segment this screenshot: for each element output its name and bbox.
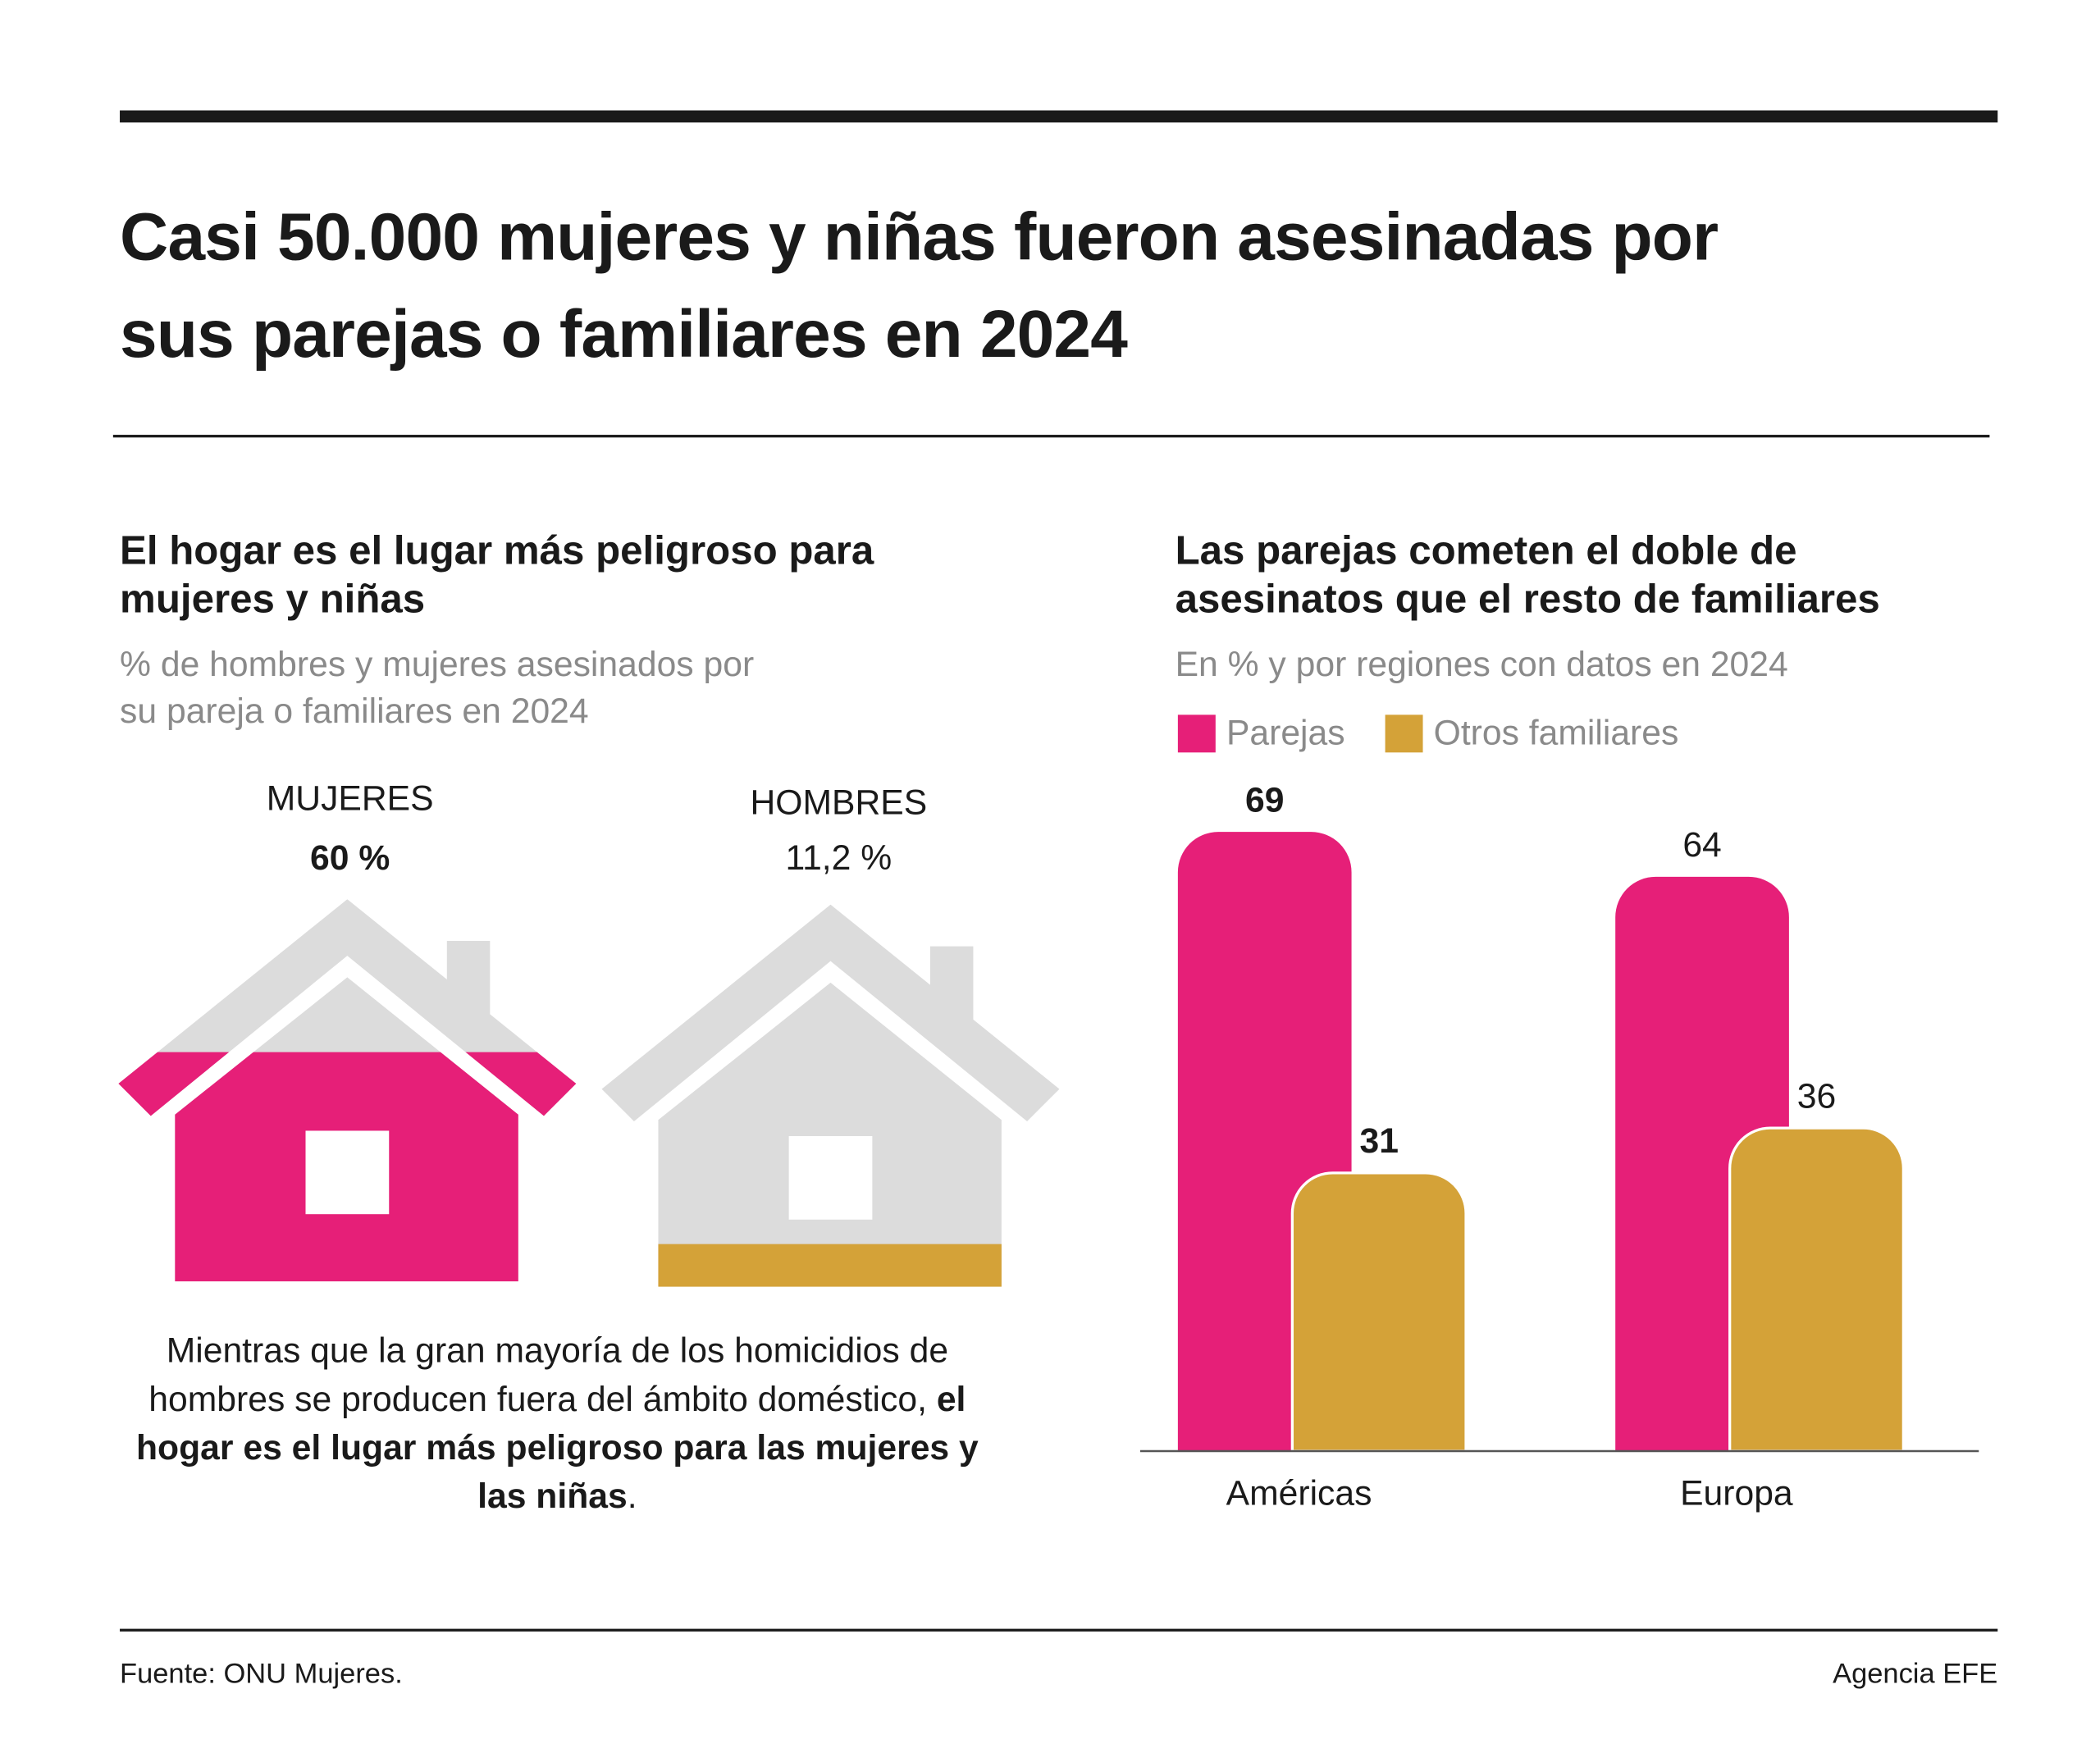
value-label: 64 [1682,825,1721,865]
value-label: 11,2 % [786,838,892,878]
credit: Agencia EFE [1833,1658,1998,1690]
title-rule [112,435,1990,438]
category-label: HOMBRES [750,783,927,823]
legend-label: Parejas [1226,713,1345,752]
note-text: Mientras que la gran mayoría de los homi… [148,1330,949,1419]
category-label: MUJERES [267,779,434,819]
value-label: 69 [1245,780,1284,819]
x-tick-label: Europa [1680,1473,1793,1513]
chart-title: El hogar es el lugar más peligroso para … [120,528,874,623]
note-highlight: el hogar es el lugar más peligroso para … [135,1378,979,1516]
chart-title: Las parejas cometen el doble de asesinat… [1175,528,1880,623]
window [305,1130,390,1215]
legend-swatch [1385,714,1423,753]
house-fill [601,1244,1060,1287]
legend-label: Otros familiares [1434,713,1679,752]
bar [1728,1126,1906,1453]
note-text: . [627,1475,637,1516]
legend-swatch [1177,714,1216,753]
bar [1290,1171,1468,1453]
top-bar [120,110,1998,123]
footer-rule [120,1628,1998,1632]
value-label: 60 % [310,838,390,878]
value-label: 36 [1797,1076,1836,1116]
house [601,904,1060,1287]
title: Casi 50.000 mujeres y niñas fueron asesi… [120,199,1719,372]
chart-subtitle: % de hombres y mujeres asesinados por su… [120,643,755,732]
chart-subtitle: En % y por regiones con datos en 2024 [1175,643,1788,684]
house-base [601,904,1060,1287]
note: Mientras que la gran mayoría de los homi… [126,1326,988,1519]
x-tick-label: Américas [1226,1473,1372,1513]
value-label: 31 [1359,1121,1398,1161]
source: Fuente: ONU Mujeres. [120,1658,403,1690]
house [118,899,577,1282]
window [788,1136,873,1220]
